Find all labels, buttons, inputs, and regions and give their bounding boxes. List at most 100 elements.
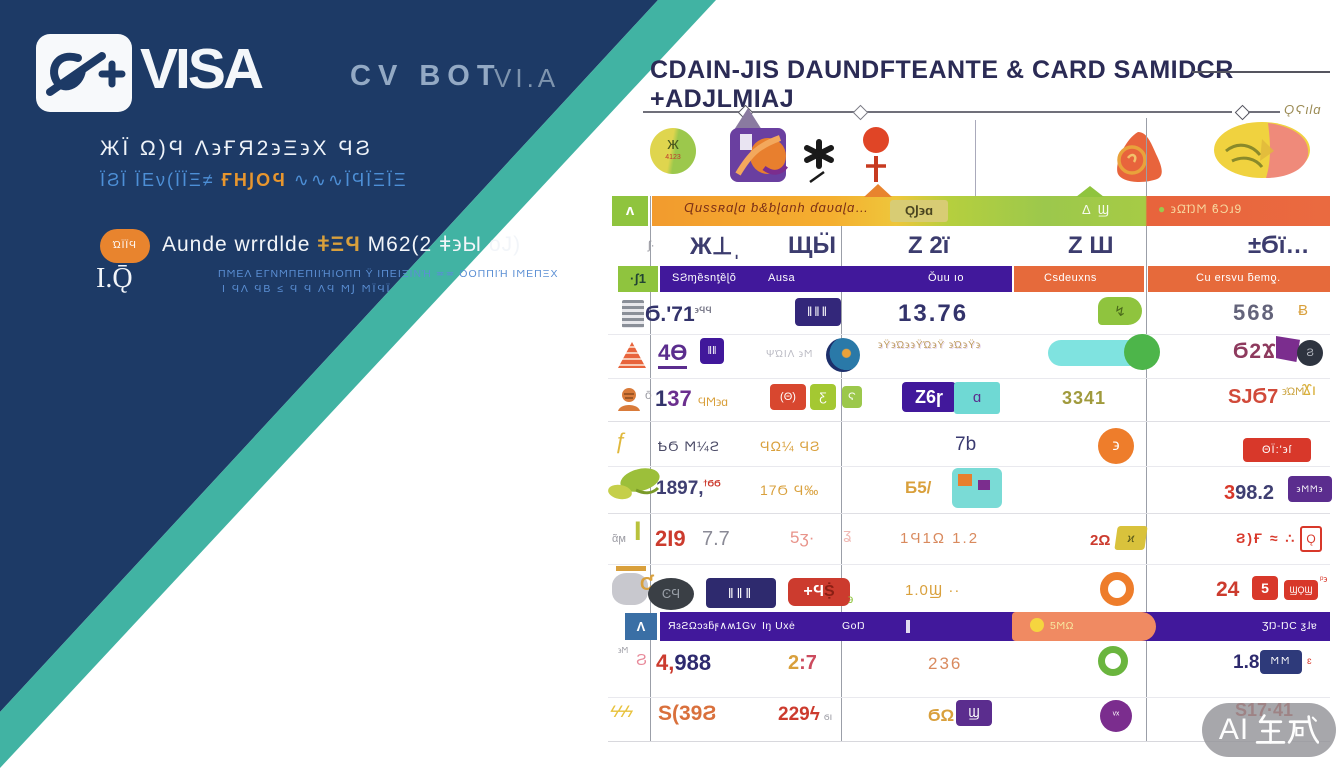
row7-dark-circle: ϾϤ [648,578,694,610]
brand-version: VI.A [494,63,560,93]
orange-badge: ΏΪΪϤ [100,229,150,263]
line3-left: Aunde wrrdlde [162,233,311,256]
page-title: CDAIN-JIS DAUNDFTEANTE & CARD SAMIDCR +A… [650,56,1234,113]
row-sep [608,697,1330,698]
row1-value-e: 568 [1233,300,1276,325]
row7-orange-ring-icon [1100,572,1134,606]
row5-value-c: Ƃ5/ [905,478,932,497]
row3-value-e-tall: Ϫı [1302,382,1317,399]
row-sep [608,421,1330,422]
row1-b1-main: Ϭ.'71 [645,303,695,326]
row5-purple-badge: ϶ϺϺ϶ [1288,476,1332,502]
ai-generated-watermark: AI [1202,703,1336,757]
row6-hook-icon: Ɩ [634,516,642,546]
section2-chip: Λ [625,613,657,640]
gridline-legend [975,120,976,196]
row2-green-circle-icon [1124,334,1160,370]
row4-value-c: 7b [955,434,977,455]
row1-green-leaf-badge: ↯ [1098,297,1142,325]
row8-navy-badge: ϺϺ [1260,650,1302,674]
row8-value-b1: 4,988 [656,650,711,676]
row6-gray-mark: ᾶϻ [612,533,626,545]
row3-person-icon [616,386,642,412]
row3-purple-value-badge: Z6ɼ [902,382,956,412]
row5-value-b1: 1897,ϯϬϬ [656,478,721,500]
row8-pink-glyph: Ϩ [636,652,647,669]
banner-right-text: ϶Ω̈ŊϺ ϐϽɹ9 [1170,202,1243,216]
row9-value-b1: S(39Ϩ [658,702,717,725]
row6-value-d: 2Ω [1090,532,1111,549]
banner-green-peak-icon [1076,186,1104,197]
brand-line3: Aunde wrrdlde ǂΞϤ M62(2 ǂ϶Ы oJ) [162,233,521,257]
row6-yellow-badge: ϰ [1114,526,1148,550]
row-sep [608,741,1330,742]
row2-value-b1: 4ϴ [658,340,688,369]
row5-b1-main: 1897, [656,478,704,499]
banner-orange-peak-icon [864,184,892,197]
fine-print-2: Ι ϤΛ ϤΒ ≤ Ϥ Ϥ ΛϤ ϺͿ ϺΪϤΪ [222,283,392,295]
row3-cyan-badge: ɑ [954,382,1000,414]
row3-b1-gold: ϤϺ϶ɑ [697,395,728,409]
banner-chip: ᴧ [612,196,648,226]
row-sep [608,466,1330,467]
row7-value-sup: ᵖ϶ [1320,574,1328,584]
brand-name: VISA [140,37,264,101]
row6-value-b2b: ʓ [843,526,852,543]
row1-leaf-glyph: ↯ [1114,303,1126,319]
row9-purple-badge: Ϣ [956,700,992,726]
watermark-ai-text: AI [1218,713,1250,746]
timeline-label: ǪϚιlɑ [1284,102,1322,117]
row3-red-badge: (Θ) [770,384,806,410]
row6-value-e: Ϩ)Ғ ≈ ∴ [1236,530,1297,546]
row3-small-mark: ō [645,388,652,402]
brand-logo-box [36,34,132,112]
row5-b1-sup: ϯϬϬ [703,478,721,489]
row1-value-e2: Ƀ [1298,302,1309,319]
row6-value-b1b: 7.7 [702,528,730,550]
section2-col1-label: ЯɜϩΩɔɜƃϝ∧ʍ1Gv [668,620,757,632]
row5-cyan-badge [952,468,1002,508]
line3-gold: ǂΞϤ [317,233,361,256]
legend-circle-glyph: ж [667,134,679,153]
section2-purple-band [660,612,1330,641]
banner-script-text: Ɋussʀɑɭɑ ƅ&ƅɭɑnh ɗɑʋɑɭɑ… [684,200,870,215]
row7-value-e1: 24 [1216,578,1240,601]
title-rule [1192,71,1330,73]
brand-tagline-2: ΪϨΪ ΪΕν(ΪΪΞ≠ ҒΗͿΟϤ ∿∿∿ΪϤΪΞΪΞ [100,170,408,191]
row8-b1-navy: 988 [674,650,712,675]
section1-col3-label: Ŏuu ıo [928,272,965,284]
row7-red-pill: +ϤṨ [788,578,850,606]
row2-purple-badge: ǁǁ [700,338,724,364]
row9-scribble-icon: ϟϟϟ [610,702,633,721]
row8-b1-red: 4, [656,650,675,675]
row7-red-pill-text: +Ϥ [803,583,824,600]
watermark-cjk-icon [1255,714,1320,744]
row1-document-icon [622,300,644,328]
row5-cyan-inner-b [978,480,990,490]
section2-col2-label: Iŋ Uxė [762,620,796,632]
row1-purple-badge: ǁǁǁ [795,298,841,326]
timeline-line [643,111,1232,113]
banner-right-label: ● ϶Ω̈ŊϺ ϐϽɹ9 [1158,202,1242,216]
section2-white-tick [906,620,910,633]
row4-feather-icon: ƒ [614,428,627,453]
row9-purple-circle-icon: ᵛˣ [1100,700,1132,732]
legend-orange-triangle-icon [1112,128,1170,184]
banner-lime-dot-icon: ● [1158,202,1167,216]
row8-value-b2: 2:7 [788,652,817,675]
row8-b2-gold: 2 [788,652,800,674]
row2-dark-sphere-icon: Ϩ [1297,340,1323,366]
row8-gray-mark: ϶Ϻ [618,646,629,655]
section1-chip: ·ʃ1 [618,266,658,292]
section1-col5-label: Cu ersvu ƃemƍ. [1196,272,1281,284]
row-sep [608,513,1330,514]
legend-asterisk-person-icon [802,134,836,186]
row3-value-b1: 137 ϤϺ϶ɑ [655,386,728,412]
row6-value-b2: 5ʒ· [790,528,815,547]
row7-navy-badge: ǁǁǁ [706,578,776,608]
row7-gray-blob-icon [612,573,648,605]
tagline2-right: ∿∿∿ΪϤΪΞΪΞ [293,170,408,190]
row-sep [608,334,1330,335]
row7-gold-bar-icon [616,566,646,571]
